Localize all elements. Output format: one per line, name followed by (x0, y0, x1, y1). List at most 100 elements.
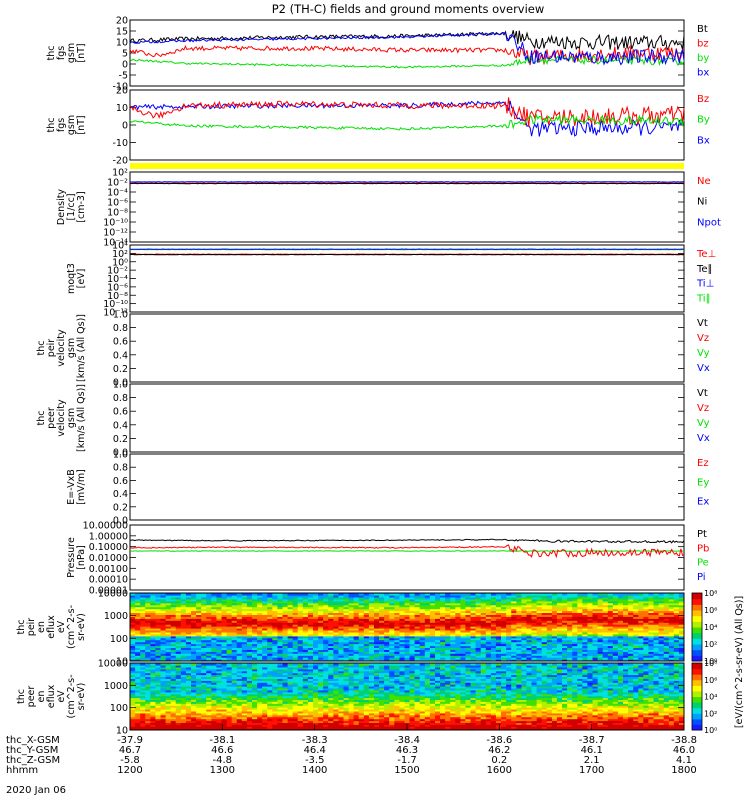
heat-cell (470, 728, 477, 730)
heat-cell (241, 718, 248, 722)
heat-cell (297, 653, 304, 656)
heat-cell (226, 626, 233, 629)
heat-cell (343, 728, 350, 730)
heat-cell (180, 610, 187, 613)
heat-cell (307, 655, 314, 658)
heat-cell (241, 635, 248, 639)
heat-cell (582, 604, 588, 608)
heat-cell (511, 612, 517, 615)
heat-cell (612, 728, 619, 730)
heat-cell (267, 724, 273, 727)
heat-cell (429, 602, 436, 606)
heat-cell (673, 610, 680, 613)
y-axis-label-line: peir (46, 339, 57, 358)
heat-cell (460, 628, 466, 631)
heat-cell (226, 645, 233, 648)
heat-cell (628, 610, 634, 613)
heat-cell (226, 651, 233, 654)
heat-cell (313, 616, 319, 619)
heat-cell (206, 651, 212, 654)
heat-cell (638, 606, 644, 610)
heat-cell (536, 628, 543, 631)
heat-cell (287, 628, 294, 631)
heat-cell (267, 620, 273, 623)
heat-cell (241, 608, 248, 612)
heat-cell (562, 655, 568, 658)
heat-cell (185, 643, 192, 647)
heat-cell (623, 645, 629, 648)
heat-cell (257, 633, 263, 637)
heat-cell (140, 655, 146, 658)
heat-cell (302, 647, 309, 650)
heat-cell (343, 616, 350, 619)
heat-cell (536, 596, 543, 600)
heat-cell (262, 718, 268, 722)
heat-cell (201, 659, 207, 661)
heat-cell (191, 728, 197, 730)
heat-cell (191, 624, 197, 627)
heat-cell (617, 653, 624, 656)
heat-cell (221, 655, 228, 658)
heat-cell (196, 659, 202, 661)
heat-cell (450, 651, 456, 654)
heat-cell (140, 598, 146, 602)
heat-cell (587, 604, 593, 608)
heat-cell (562, 610, 568, 613)
heat-cell (297, 657, 304, 660)
heat-cell (130, 595, 136, 598)
heat-cell (257, 604, 263, 608)
heat-cell (191, 606, 197, 610)
heat-cell (160, 630, 167, 633)
heat-cell (241, 618, 248, 621)
heat-cell (536, 718, 543, 722)
heat-cell (490, 614, 497, 617)
heat-cell (592, 593, 599, 596)
y-tick-label: 0.6 (113, 407, 128, 418)
heat-cell (379, 595, 385, 598)
heat-cell (562, 593, 568, 596)
heat-cell (623, 643, 629, 647)
heat-cell (485, 635, 492, 639)
heat-cell (623, 593, 629, 596)
heat-cell (175, 637, 182, 641)
heat-cell (201, 637, 207, 641)
heat-cell (668, 628, 675, 631)
heat-cell (302, 624, 309, 627)
heat-cell (587, 598, 593, 602)
heat-cell (668, 593, 675, 596)
heat-cell (663, 718, 670, 722)
heat-cell (338, 635, 344, 639)
heat-cell (562, 635, 568, 639)
heat-cell (638, 628, 644, 631)
heat-cell (302, 626, 309, 629)
heat-cell (516, 726, 522, 729)
heat-cell (546, 649, 553, 652)
heat-cell (140, 716, 146, 720)
heat-cell (297, 622, 304, 625)
heat-cell (450, 716, 456, 720)
heat-cell (582, 598, 588, 602)
heat-cell (201, 622, 207, 625)
heat-cell (419, 724, 426, 727)
heat-cell (267, 639, 273, 643)
heat-cell (414, 649, 421, 652)
heat-cell (287, 598, 294, 602)
heat-cell (231, 600, 238, 604)
heat-cell (267, 647, 273, 650)
heat-cell (191, 610, 197, 613)
heat-cell (658, 602, 665, 606)
heat-cell (490, 728, 497, 730)
heat-cell (384, 608, 390, 612)
heat-cell (450, 596, 456, 600)
heat-cell (470, 622, 477, 625)
heat-cell (567, 653, 573, 656)
heat-cell (485, 596, 492, 600)
heat-cell (236, 647, 243, 650)
heat-cell (175, 643, 182, 647)
heat-cell (302, 610, 309, 613)
heat-cell (623, 630, 629, 633)
heat-cell (460, 649, 466, 652)
heat-cell (526, 722, 532, 725)
heat-cell (145, 641, 151, 645)
heat-cell (348, 631, 355, 635)
